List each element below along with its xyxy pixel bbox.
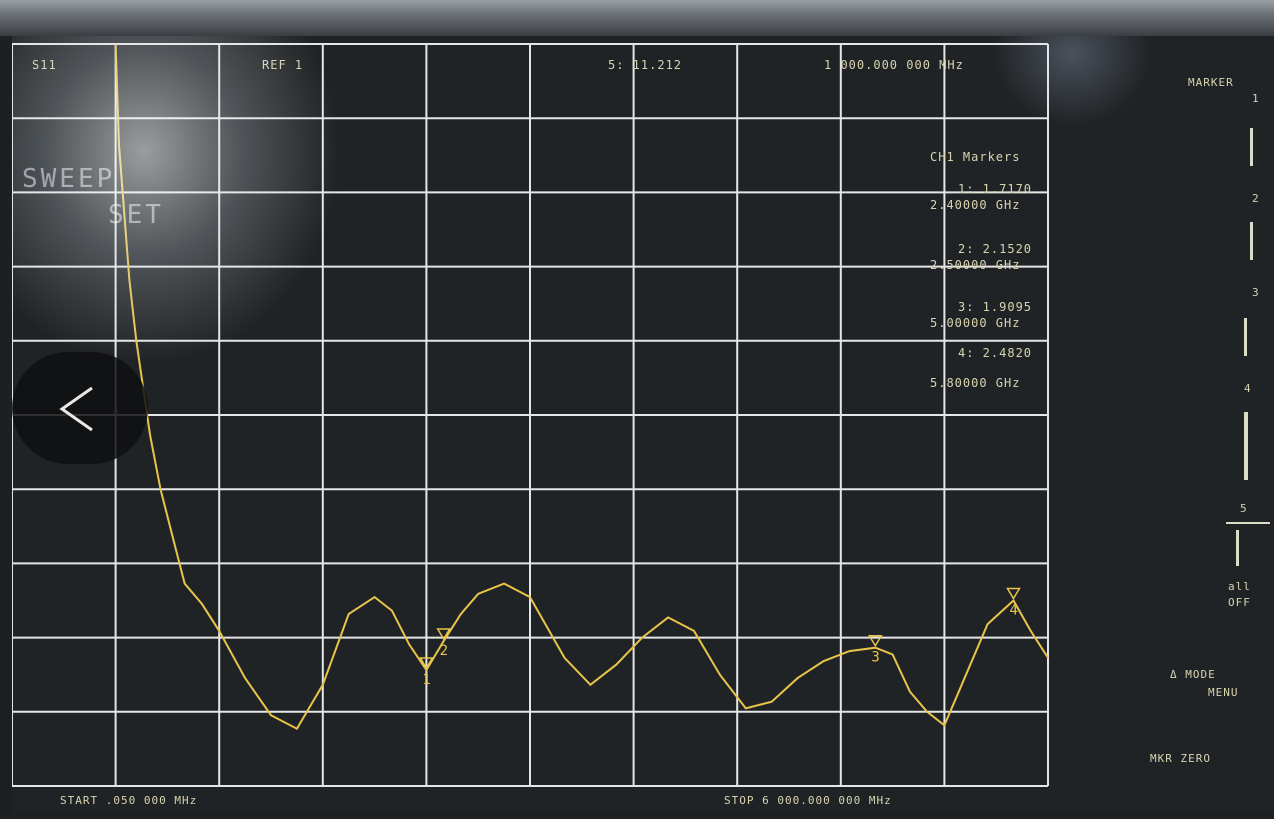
marker-4-value: 4: 2.4820 [958, 346, 1033, 360]
chevron-left-icon [59, 386, 93, 432]
active-marker-frequency: 1 000.000 000 MHz [824, 58, 964, 72]
active-marker-readout: 5: 11.212 [608, 58, 683, 72]
graticule [12, 43, 1049, 787]
softkey-divider [1236, 530, 1239, 566]
softkey-marker-1[interactable]: 1 [1252, 92, 1260, 105]
softkey-marker-4[interactable]: 4 [1244, 382, 1252, 395]
marker-2-freq: 2.50000 GHz [930, 258, 1021, 272]
marker-4-point [1006, 587, 1021, 600]
softkey-marker-2[interactable]: 2 [1252, 192, 1260, 205]
softkey-delta-mode-menu[interactable]: MENU [1208, 686, 1239, 699]
marker-1-label: 1 [422, 672, 430, 688]
softkey-divider [1244, 318, 1247, 356]
marker-1-value: 1: 1.7170 [958, 182, 1033, 196]
marker-3-label: 3 [871, 650, 879, 666]
marker-2-value: 2: 2.1520 [958, 242, 1033, 256]
softkey-all-off-line2[interactable]: OFF [1228, 596, 1251, 609]
stop-frequency: STOP 6 000.000 000 MHz [724, 794, 892, 807]
softkey-delta-mode[interactable]: Δ MODE [1170, 668, 1216, 681]
softkey-mkr-zero[interactable]: MKR ZERO [1150, 752, 1211, 765]
marker-3-point [868, 634, 883, 648]
sweep-set-overlay-label: SET [108, 200, 164, 230]
marker-2-point [436, 628, 451, 641]
marker-points: 12 3 4 [419, 587, 1021, 688]
sweep-overlay-label: SWEEP [22, 164, 116, 194]
trace-plot: 12 3 4 [12, 43, 1049, 787]
marker-1-point [419, 657, 434, 670]
marker-4-freq: 5.80000 GHz [930, 376, 1021, 390]
softkey-divider [1250, 128, 1253, 166]
softkey-marker-3[interactable]: 3 [1252, 286, 1260, 299]
start-frequency: START .050 000 MHz [60, 794, 198, 807]
back-button[interactable] [12, 352, 148, 464]
s11-trace [114, 43, 1049, 731]
marker-table-title: CH1 Markers [930, 150, 1021, 164]
softkey-marker-5[interactable]: 5 [1240, 502, 1248, 515]
marker-3-freq: 5.00000 GHz [930, 316, 1021, 330]
softkey-divider [1244, 412, 1248, 480]
marker-1-freq: 2.40000 GHz [930, 198, 1021, 212]
marker-4-label: 4 [1009, 603, 1017, 619]
softkey-all-off[interactable]: all [1228, 580, 1251, 593]
softkey-separator [1226, 522, 1270, 524]
marker-3-value: 3: 1.9095 [958, 300, 1033, 314]
channel-label: S11 [32, 58, 57, 72]
softkey-divider [1250, 222, 1253, 260]
reference-label: REF 1 [262, 58, 304, 72]
bezel-top-edge [0, 0, 1274, 36]
softkey-marker-title[interactable]: MARKER [1188, 76, 1234, 89]
marker-2-label: 2 [440, 643, 448, 659]
